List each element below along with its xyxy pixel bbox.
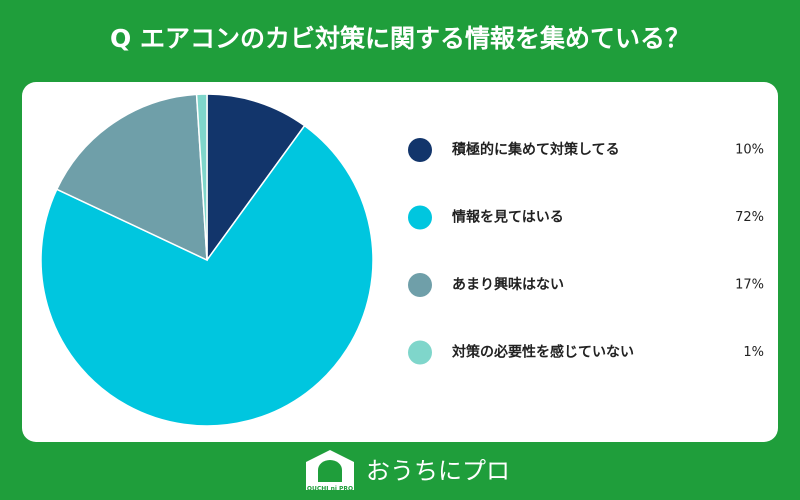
legend-label: 積極的に集めて対策してる: [451, 141, 620, 158]
pie-slice: [55, 93, 208, 262]
chart-title: Q エアコンのカビ対策に関する情報を集めている？: [110, 24, 690, 53]
pie-slice: [40, 124, 374, 427]
pie-slice: [195, 93, 208, 261]
legend-marker: [408, 138, 432, 162]
legend-marker: [408, 340, 432, 365]
logo-door: [318, 460, 342, 482]
legend-label: あまり興味はない: [452, 277, 564, 293]
legend-marker: [408, 205, 432, 230]
legend-label: 情報を見てはいる: [452, 209, 564, 226]
pie-slice: [206, 93, 306, 263]
logo-text: OUCHI ni PRO: [307, 486, 353, 493]
legend: 積極的に集めて対策してる 10% 情報を見てはいる 72% あまり興味はない 17% 対策の…: [408, 138, 764, 365]
value-label: 17%: [735, 278, 764, 293]
legend-marker: [408, 273, 432, 297]
brand-name: おうちにプロ: [366, 457, 510, 485]
value-label: 10%: [735, 143, 764, 158]
pie: [40, 93, 374, 427]
value-label: 72%: [735, 210, 764, 225]
legend-label: 対策の必要性を感じていない: [451, 344, 634, 361]
logo: OUCHI ni PRO おうちにプロ: [306, 450, 510, 493]
value-label: 1%: [743, 345, 764, 360]
